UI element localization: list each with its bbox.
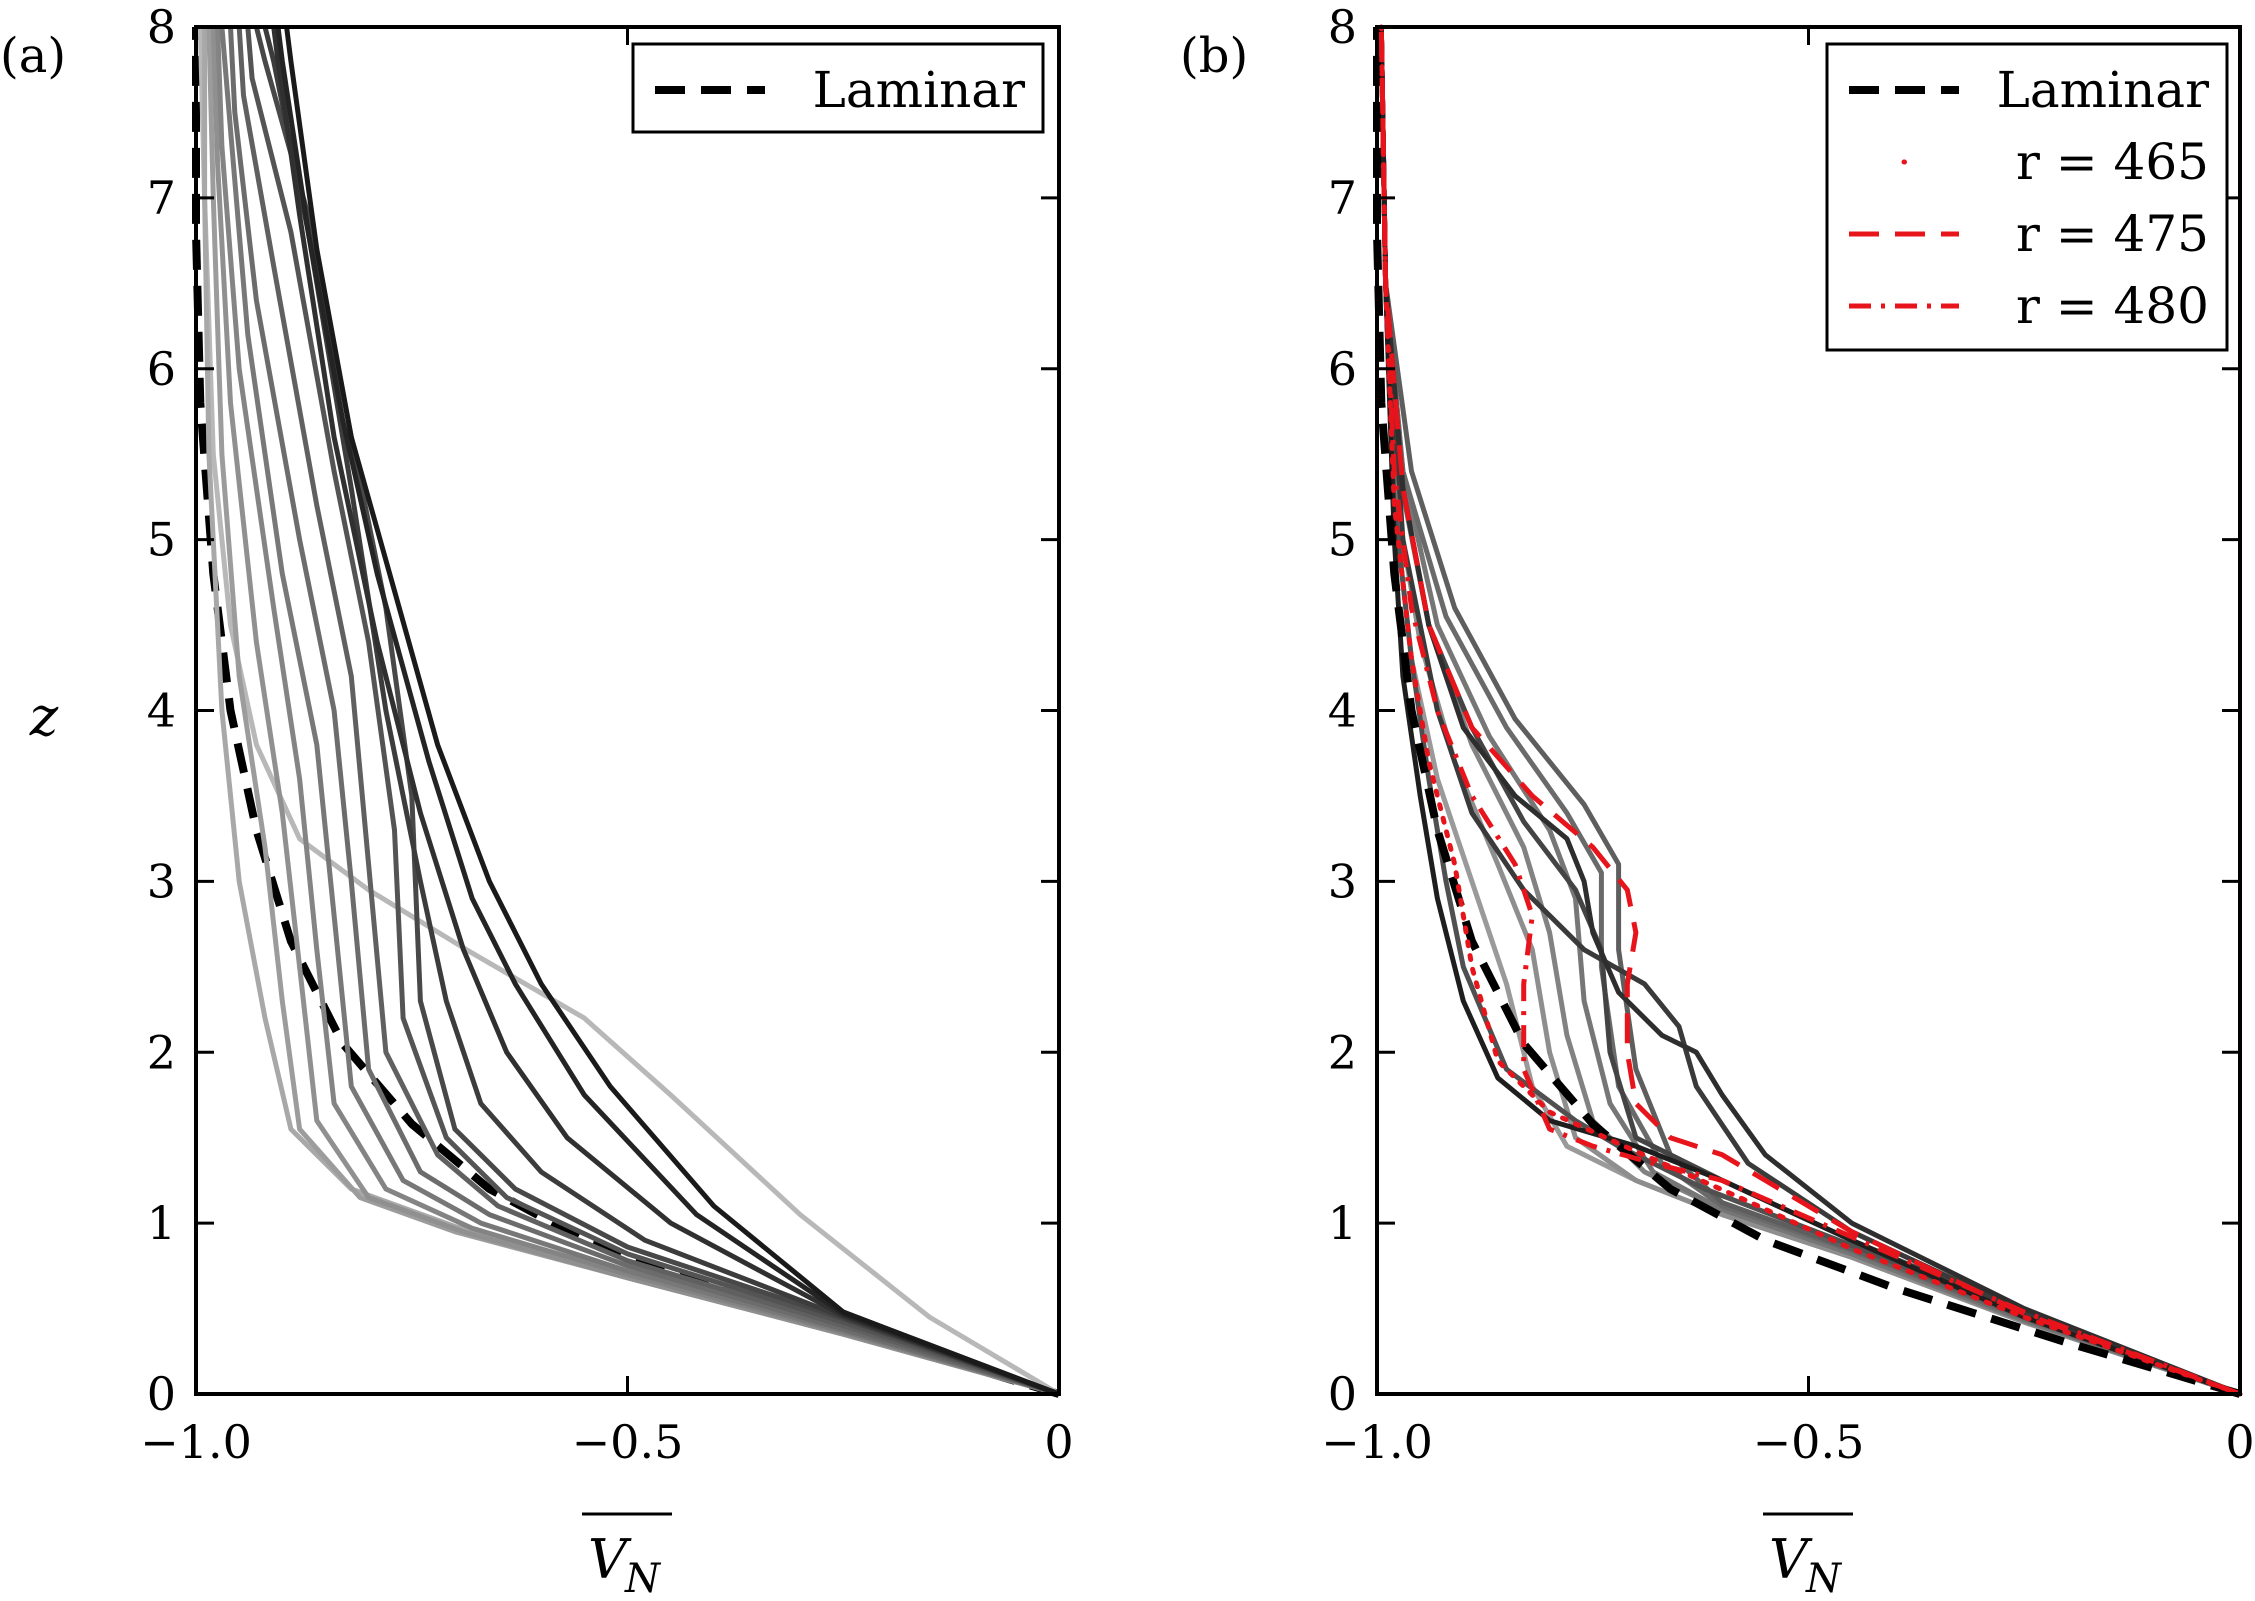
panel-b-x-tick-label: −0.5 <box>1753 1415 1865 1469</box>
svg-text:N: N <box>1805 1556 1843 1601</box>
panel-a-series-line-5 <box>215 26 1060 1397</box>
panel-b-x-tick-label: 0 <box>2225 1415 2254 1469</box>
panel-a-y-axis-label: z <box>29 685 59 748</box>
svg-text:V: V <box>1769 1528 1813 1591</box>
panel-b-y-tick-label: 5 <box>1328 513 1357 567</box>
panel-a-series-line-9 <box>245 26 1060 1397</box>
panel-b-y-tick-label: 1 <box>1328 1196 1357 1250</box>
panel-a-series-line-6 <box>219 26 1060 1397</box>
panel-b-series-line-r-480 <box>1378 26 2241 1397</box>
panel-a-y-tick-label: 5 <box>147 513 176 567</box>
panel-b-legend: Laminar r = 465 r = 475 r = 480 <box>1825 42 2229 352</box>
panel-a-x-tick-label: −1.0 <box>140 1415 252 1469</box>
panel-b-x-axis-label: V N <box>1763 1512 1853 1601</box>
panel-b-y-tick-label: 2 <box>1328 1025 1357 1079</box>
panel-b-y-tick-label: 7 <box>1328 171 1357 225</box>
panel-a-y-tick-label: 7 <box>147 171 176 225</box>
panel-b-y-tick-label: 8 <box>1328 0 1357 54</box>
panel-b: −1.0 −0.5 0 0 1 2 3 4 5 6 7 8 (b) V N Laminar r = 46… <box>1180 0 2255 1601</box>
panel-a-x-axis-label: V N <box>582 1512 672 1601</box>
panel-a-y-tick-label: 2 <box>147 1025 176 1079</box>
panel-b-series <box>1373 24 2243 1398</box>
panel-b-label: (b) <box>1180 28 1248 84</box>
panel-a-y-tick-label: 0 <box>147 1367 176 1421</box>
panel-a-tick-labels: −1.0 −0.5 0 0 1 2 3 4 5 6 7 8 <box>140 0 1073 1469</box>
panel-a-series-line-12 <box>271 26 1060 1397</box>
panel-b-ticks <box>1375 25 2242 1396</box>
panel-b-legend-label: r = 465 <box>2016 133 2209 191</box>
panel-b-x-tick-label: −1.0 <box>1321 1415 1433 1469</box>
panel-b-tick-labels: −1.0 −0.5 0 0 1 2 3 4 5 6 7 8 <box>1321 0 2254 1469</box>
panel-b-legend-label: Laminar <box>1997 61 2209 119</box>
panel-a-y-tick-label: 6 <box>147 342 176 396</box>
panel-a-y-tick-label: 8 <box>147 0 176 54</box>
panel-b-y-tick-label: 0 <box>1328 1367 1357 1421</box>
panel-a-legend-label: Laminar <box>813 61 1025 119</box>
panel-b-series-line-9 <box>1378 26 2241 1397</box>
panel-a-x-tick-label: −0.5 <box>572 1415 684 1469</box>
panel-b-y-tick-label: 4 <box>1328 684 1357 738</box>
panel-a-series-line-8 <box>236 26 1060 1397</box>
panel-b-series-line-r-475 <box>1378 26 2241 1397</box>
panel-a-label: (a) <box>0 28 66 84</box>
panel-b-series-line-r-465 <box>1378 24 2243 1397</box>
panel-b-series-line-laminar <box>1373 27 2242 1398</box>
panel-a-x-tick-label: 0 <box>1044 1415 1073 1469</box>
panel-a-legend: Laminar <box>631 42 1045 134</box>
panel-a-y-tick-label: 1 <box>147 1196 176 1250</box>
panel-a-series-line-13 <box>275 26 1060 1397</box>
panel-b-y-tick-label: 3 <box>1328 854 1357 908</box>
panel-a-ticks <box>194 25 1061 1396</box>
panel-a-y-tick-label: 4 <box>147 684 176 738</box>
svg-text:V: V <box>588 1528 632 1591</box>
panel-b-legend-label: r = 480 <box>2016 277 2209 335</box>
panel-a-series-line-14 <box>284 26 1060 1397</box>
panel-b-legend-label: r = 475 <box>2016 205 2209 263</box>
panel-b-legend-box <box>1825 42 2229 352</box>
panel-a: −1.0 −0.5 0 0 1 2 3 4 5 6 7 8 (a) z V N Laminar <box>0 0 1074 1601</box>
svg-text:N: N <box>624 1556 662 1601</box>
panel-a-series-line-4 <box>210 26 1060 1397</box>
panel-a-series <box>192 26 1061 1398</box>
panel-a-y-tick-label: 3 <box>147 854 176 908</box>
panel-b-y-tick-label: 6 <box>1328 342 1357 396</box>
panel-a-series-line-7 <box>228 26 1060 1397</box>
